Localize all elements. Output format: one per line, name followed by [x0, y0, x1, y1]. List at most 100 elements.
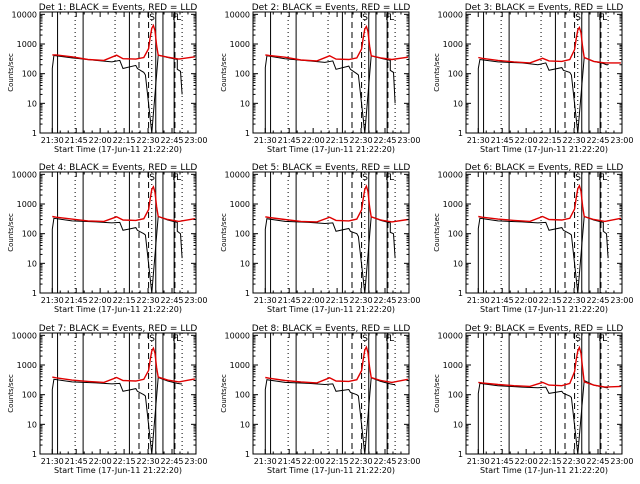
x-tick-label: 22:00 — [302, 136, 325, 145]
x-tick-label: 22:30 — [563, 457, 586, 466]
detector-panel: 1 10 100 1000 10000 21:30 21:45 22:00 22:15 22:30… — [433, 3, 633, 154]
plot-frame — [39, 171, 197, 294]
x-tick-label: 22:45 — [373, 136, 396, 145]
event-marker-label: S — [362, 173, 368, 183]
plot-frame — [252, 332, 410, 455]
x-tick-label: 22:45 — [373, 457, 396, 466]
plot-frame — [39, 332, 197, 455]
x-tick-label: 22:30 — [350, 136, 373, 145]
time-markers — [57, 172, 183, 293]
lld-line — [265, 184, 409, 223]
x-tick-label: 23:00 — [397, 457, 420, 466]
time-markers — [270, 333, 396, 454]
y-tick-label: 100 — [22, 230, 37, 239]
event-marker-label: L — [602, 13, 607, 23]
lld-line — [478, 184, 622, 223]
x-tick-label: 22:15 — [113, 136, 136, 145]
event-marker-label: S — [575, 13, 581, 23]
y-axis-label: Counts/sec — [220, 374, 228, 413]
events-line — [264, 55, 396, 133]
event-marker-label: L — [389, 13, 394, 23]
x-tick-label: 23:00 — [397, 136, 420, 145]
lld-line — [478, 345, 621, 388]
plot-frame — [252, 171, 410, 294]
x-tick-label: 22:30 — [563, 296, 586, 305]
time-markers — [57, 333, 183, 454]
y-tick-label: 10000 — [12, 331, 37, 340]
plot-frame — [465, 332, 623, 455]
x-tick-label: 22:00 — [89, 136, 112, 145]
y-tick-label: 1000 — [443, 200, 463, 209]
x-tick-label: 22:45 — [160, 296, 183, 305]
y-tick-label: 10 — [453, 99, 463, 108]
x-axis-label: Start Time (17-Jun-11 21:22:20) — [54, 305, 182, 314]
event-marker-label: S — [149, 173, 155, 183]
x-tick-label: 21:45 — [491, 296, 514, 305]
y-tick-label: 100 — [235, 70, 250, 79]
x-tick-label: 21:30 — [41, 296, 64, 305]
x-tick-label: 23:00 — [610, 457, 633, 466]
detector-panel: 1 10 100 1000 10000 21:30 21:45 22:00 22:15 22:30… — [433, 163, 633, 314]
y-axis-label: Counts/sec — [220, 213, 228, 252]
event-marker-label: L — [389, 173, 394, 183]
y-axis-label: Counts/sec — [7, 53, 15, 92]
series-group — [264, 24, 408, 133]
x-axis-label: Start Time (17-Jun-11 21:22:20) — [480, 466, 608, 475]
y-tick-label: 10 — [240, 259, 250, 268]
event-marker-label: F — [172, 334, 177, 344]
y-tick-label: 1 — [32, 289, 37, 298]
y-tick-label: 1000 — [230, 200, 250, 209]
y-tick-label: 10000 — [438, 170, 463, 179]
time-markers — [270, 12, 396, 133]
y-tick-label: 10000 — [438, 10, 463, 19]
x-tick-label: 21:30 — [467, 136, 490, 145]
event-marker-label: L — [602, 173, 607, 183]
x-axis-label: Start Time (17-Jun-11 21:22:20) — [480, 305, 608, 314]
plot-frame — [39, 11, 197, 134]
y-tick-label: 10 — [453, 420, 463, 429]
event-marker-label: F — [385, 173, 390, 183]
panel-title: Det 7: BLACK = Events, RED = LLD — [39, 324, 198, 334]
x-tick-label: 22:45 — [586, 136, 609, 145]
x-tick-label: 22:00 — [89, 296, 112, 305]
y-tick-label: 1000 — [17, 361, 37, 370]
panel-title: Det 1: BLACK = Events, RED = LLD — [39, 3, 198, 13]
x-tick-label: 22:00 — [515, 457, 538, 466]
y-tick-label: 10 — [27, 420, 37, 429]
event-marker-label: L — [176, 13, 181, 23]
event-marker-label: L — [389, 334, 394, 344]
series-group — [477, 184, 622, 293]
detector-panel: 1 10 100 1000 10000 21:30 21:45 22:00 22:15 22:30… — [7, 163, 207, 314]
events-line — [264, 377, 396, 454]
y-tick-label: 1000 — [230, 40, 250, 49]
x-tick-label: 22:00 — [515, 296, 538, 305]
event-marker-label: F — [598, 334, 603, 344]
panel-title: Det 6: BLACK = Events, RED = LLD — [465, 163, 624, 173]
y-axis-label: Counts/sec — [433, 213, 441, 252]
y-tick-label: 10 — [240, 420, 250, 429]
x-axis-label: Start Time (17-Jun-11 21:22:20) — [267, 466, 395, 475]
x-tick-label: 21:30 — [41, 457, 64, 466]
x-tick-label: 21:30 — [467, 296, 490, 305]
x-tick-label: 23:00 — [610, 136, 633, 145]
x-tick-label: 21:30 — [41, 136, 64, 145]
events-line — [264, 216, 396, 293]
detector-panel: 1 10 100 1000 10000 21:30 21:45 22:00 22:15 22:30… — [7, 3, 207, 154]
event-marker-label: S — [575, 173, 581, 183]
x-tick-label: 21:45 — [65, 296, 88, 305]
x-tick-label: 22:15 — [113, 296, 136, 305]
x-tick-label: 22:30 — [137, 136, 160, 145]
panel-title: Det 9: BLACK = Events, RED = LLD — [465, 324, 624, 334]
event-marker-label: S — [149, 13, 155, 23]
lld-line — [52, 23, 195, 62]
x-axis-label: Start Time (17-Jun-11 21:22:20) — [54, 145, 182, 154]
events-line — [51, 376, 183, 454]
event-marker-label: F — [172, 173, 177, 183]
x-tick-label: 21:45 — [278, 296, 301, 305]
x-tick-label: 22:30 — [350, 457, 373, 466]
x-tick-label: 22:30 — [350, 296, 373, 305]
event-marker-label: F — [385, 13, 390, 23]
panel-title: Det 2: BLACK = Events, RED = LLD — [252, 3, 411, 13]
lld-line — [265, 345, 409, 384]
y-tick-label: 1000 — [230, 361, 250, 370]
